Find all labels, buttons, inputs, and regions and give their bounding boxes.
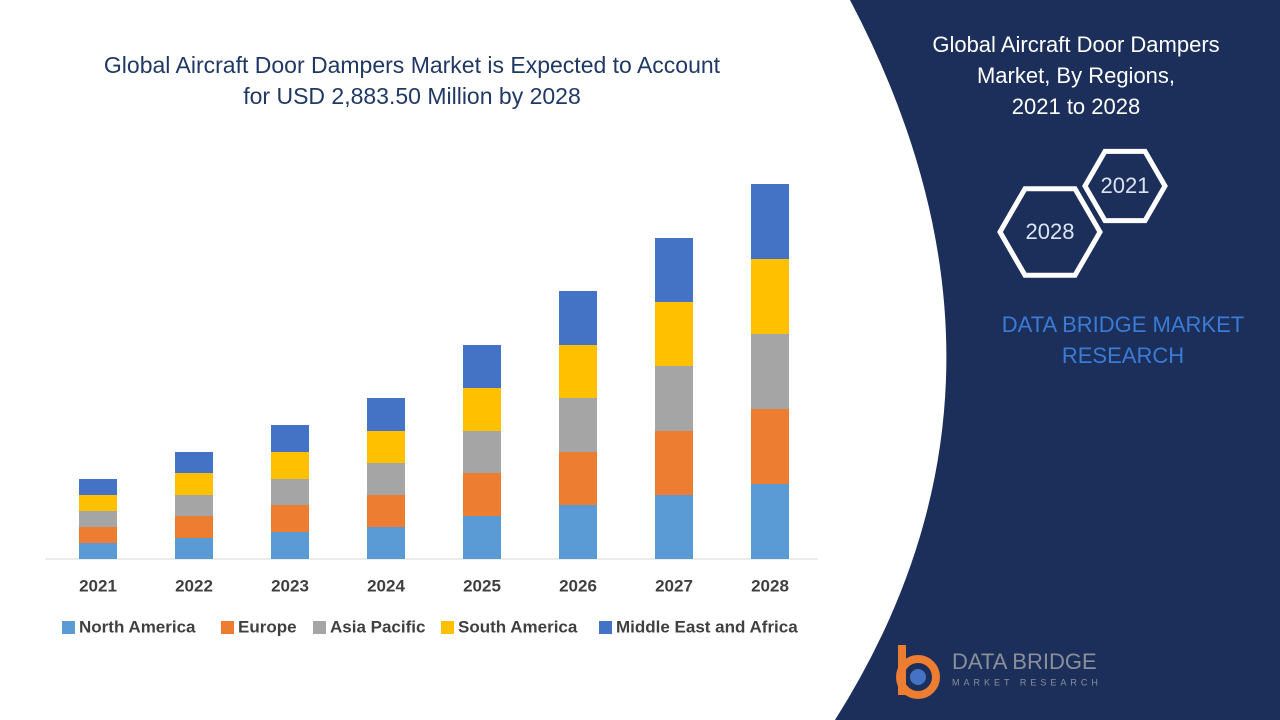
bar-segment xyxy=(751,334,789,409)
x-tick-label: 2025 xyxy=(463,576,501,595)
bar-segment xyxy=(271,452,309,479)
legend-label: Europe xyxy=(238,617,297,636)
bar-segment xyxy=(367,495,405,527)
bar-segment xyxy=(367,431,405,463)
x-tick-label: 2022 xyxy=(175,576,213,595)
bar-segment xyxy=(271,505,309,532)
bar-segment xyxy=(79,511,117,527)
x-tick-label: 2026 xyxy=(559,576,597,595)
bar-segment xyxy=(751,259,789,334)
bar-segment xyxy=(655,366,693,431)
legend-label: North America xyxy=(79,617,196,636)
bar-segment xyxy=(559,452,597,505)
legend-swatch xyxy=(441,621,454,634)
bar-segment xyxy=(655,238,693,302)
bar-segment xyxy=(271,479,309,505)
legend-swatch xyxy=(62,621,75,634)
hexagon xyxy=(997,186,1103,278)
bar-segment xyxy=(463,516,501,559)
bar-segment xyxy=(463,345,501,388)
bar-segment xyxy=(367,398,405,431)
bar-segment xyxy=(655,431,693,495)
bar-segment xyxy=(79,543,117,559)
bar-segment xyxy=(175,516,213,538)
x-tick-label: 2024 xyxy=(367,576,405,595)
bar-segment xyxy=(175,452,213,473)
logo-bowl xyxy=(896,655,940,699)
legend-label: South America xyxy=(458,617,578,636)
legend-swatch xyxy=(313,621,326,634)
side-panel xyxy=(835,0,1280,720)
bar-segment xyxy=(559,291,597,345)
hexagon-label: 2021 xyxy=(1101,173,1150,198)
chart-title: Global Aircraft Door Dampers Market is E… xyxy=(104,52,721,78)
bar-segment xyxy=(751,484,789,559)
bar-segment xyxy=(655,302,693,366)
bar-segment xyxy=(751,184,789,259)
legend-swatch xyxy=(221,621,234,634)
bar-segment xyxy=(175,538,213,559)
hexagon-label: 2028 xyxy=(1026,219,1075,244)
x-tick-label: 2027 xyxy=(655,576,693,595)
panel-brand: DATA BRIDGE MARKET xyxy=(1002,312,1244,337)
bar-segment xyxy=(751,409,789,484)
bar-segment xyxy=(655,495,693,559)
bar-segment xyxy=(559,505,597,559)
x-tick-label: 2023 xyxy=(271,576,309,595)
bar-segment xyxy=(175,495,213,516)
hexagon xyxy=(1082,148,1168,224)
legend-label: Middle East and Africa xyxy=(616,617,798,636)
bar-segment xyxy=(271,532,309,559)
bar-segment xyxy=(463,431,501,473)
bar-segment xyxy=(79,527,117,543)
bar-segment xyxy=(79,495,117,511)
panel-title: Global Aircraft Door Dampers xyxy=(932,32,1219,57)
logo: DATA BRIDGE MARKET RESEARCH xyxy=(896,645,1102,699)
bar-segment xyxy=(463,473,501,516)
x-tick-label: 2028 xyxy=(751,576,789,595)
panel-title: 2021 to 2028 xyxy=(1012,94,1140,119)
bar-segment xyxy=(367,463,405,495)
x-tick-label: 2021 xyxy=(79,576,117,595)
bar-segment xyxy=(271,425,309,452)
bar-segment xyxy=(559,345,597,398)
bar-segment xyxy=(79,479,117,495)
bar-segment xyxy=(463,388,501,431)
logo-name: DATA BRIDGE xyxy=(952,649,1097,674)
bar-segment xyxy=(175,473,213,495)
panel-brand: RESEARCH xyxy=(1062,343,1184,368)
legend-label: Asia Pacific xyxy=(330,617,425,636)
logo-tagline: MARKET RESEARCH xyxy=(952,677,1102,687)
logo-dot xyxy=(910,669,926,685)
legend-swatch xyxy=(599,621,612,634)
bar-segment xyxy=(367,527,405,559)
panel-title: Market, By Regions, xyxy=(977,63,1175,88)
chart-title: for USD 2,883.50 Million by 2028 xyxy=(243,83,581,109)
bar-segment xyxy=(559,398,597,452)
